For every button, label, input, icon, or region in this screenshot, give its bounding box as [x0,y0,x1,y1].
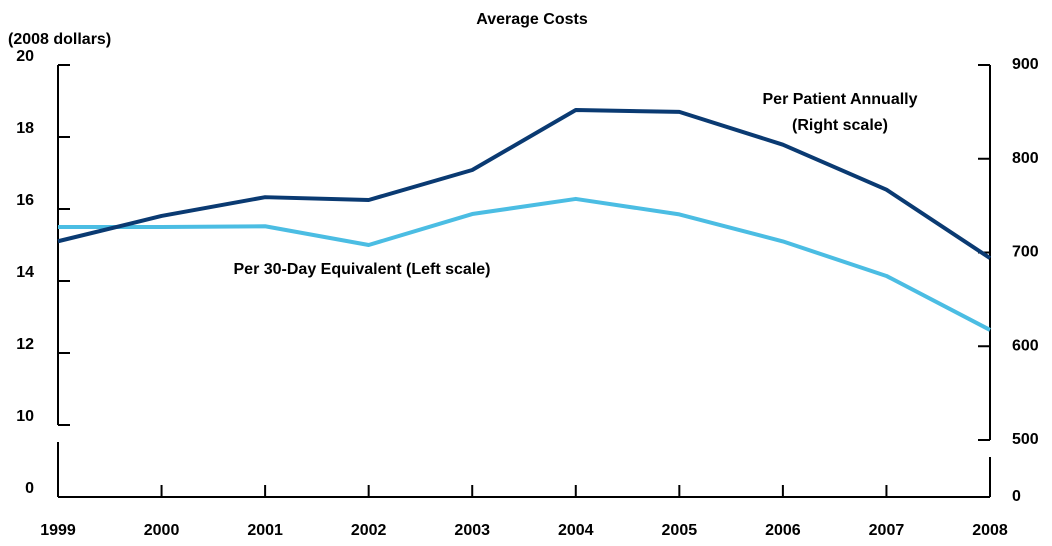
y2-tick-label: 600 [1012,337,1039,354]
y2-tick-label: 500 [1012,431,1039,448]
line-series [58,196,991,332]
x-tick-label: 1999 [40,522,76,539]
x-tick-label: 2000 [144,522,180,539]
y-tick-label: 20 [16,48,34,65]
y-tick-label: 18 [16,120,34,137]
y-tick-label: 10 [16,408,34,425]
x-tick-label: 2006 [765,522,801,539]
y2-tick-label: 900 [1012,56,1039,73]
y2-tick-label: 800 [1012,150,1039,167]
y-tick-label: 16 [16,192,34,209]
y2-tick-label: 0 [1012,488,1021,505]
y-tick-label: 12 [16,336,34,353]
x-tick-label: 2003 [454,522,490,539]
x-tick-label: 2004 [558,522,594,539]
x-tick-label: 2001 [247,522,283,539]
y-tick-label: 0 [25,480,34,497]
series-label: (Right scale) [792,117,888,134]
line-series [57,108,992,260]
x-tick-label: 2002 [351,522,387,539]
y2-tick-label: 700 [1012,244,1039,261]
series-label: Per 30-Day Equivalent (Left scale) [234,261,491,278]
x-tick-label: 2005 [662,522,698,539]
series-label: Per Patient Annually [763,91,918,108]
y-axis-label: (2008 dollars) [8,31,111,48]
chart-title: Average Costs [476,11,588,28]
x-tick-label: 2008 [972,522,1008,539]
y-tick-label: 14 [16,264,34,281]
x-tick-label: 2007 [869,522,905,539]
